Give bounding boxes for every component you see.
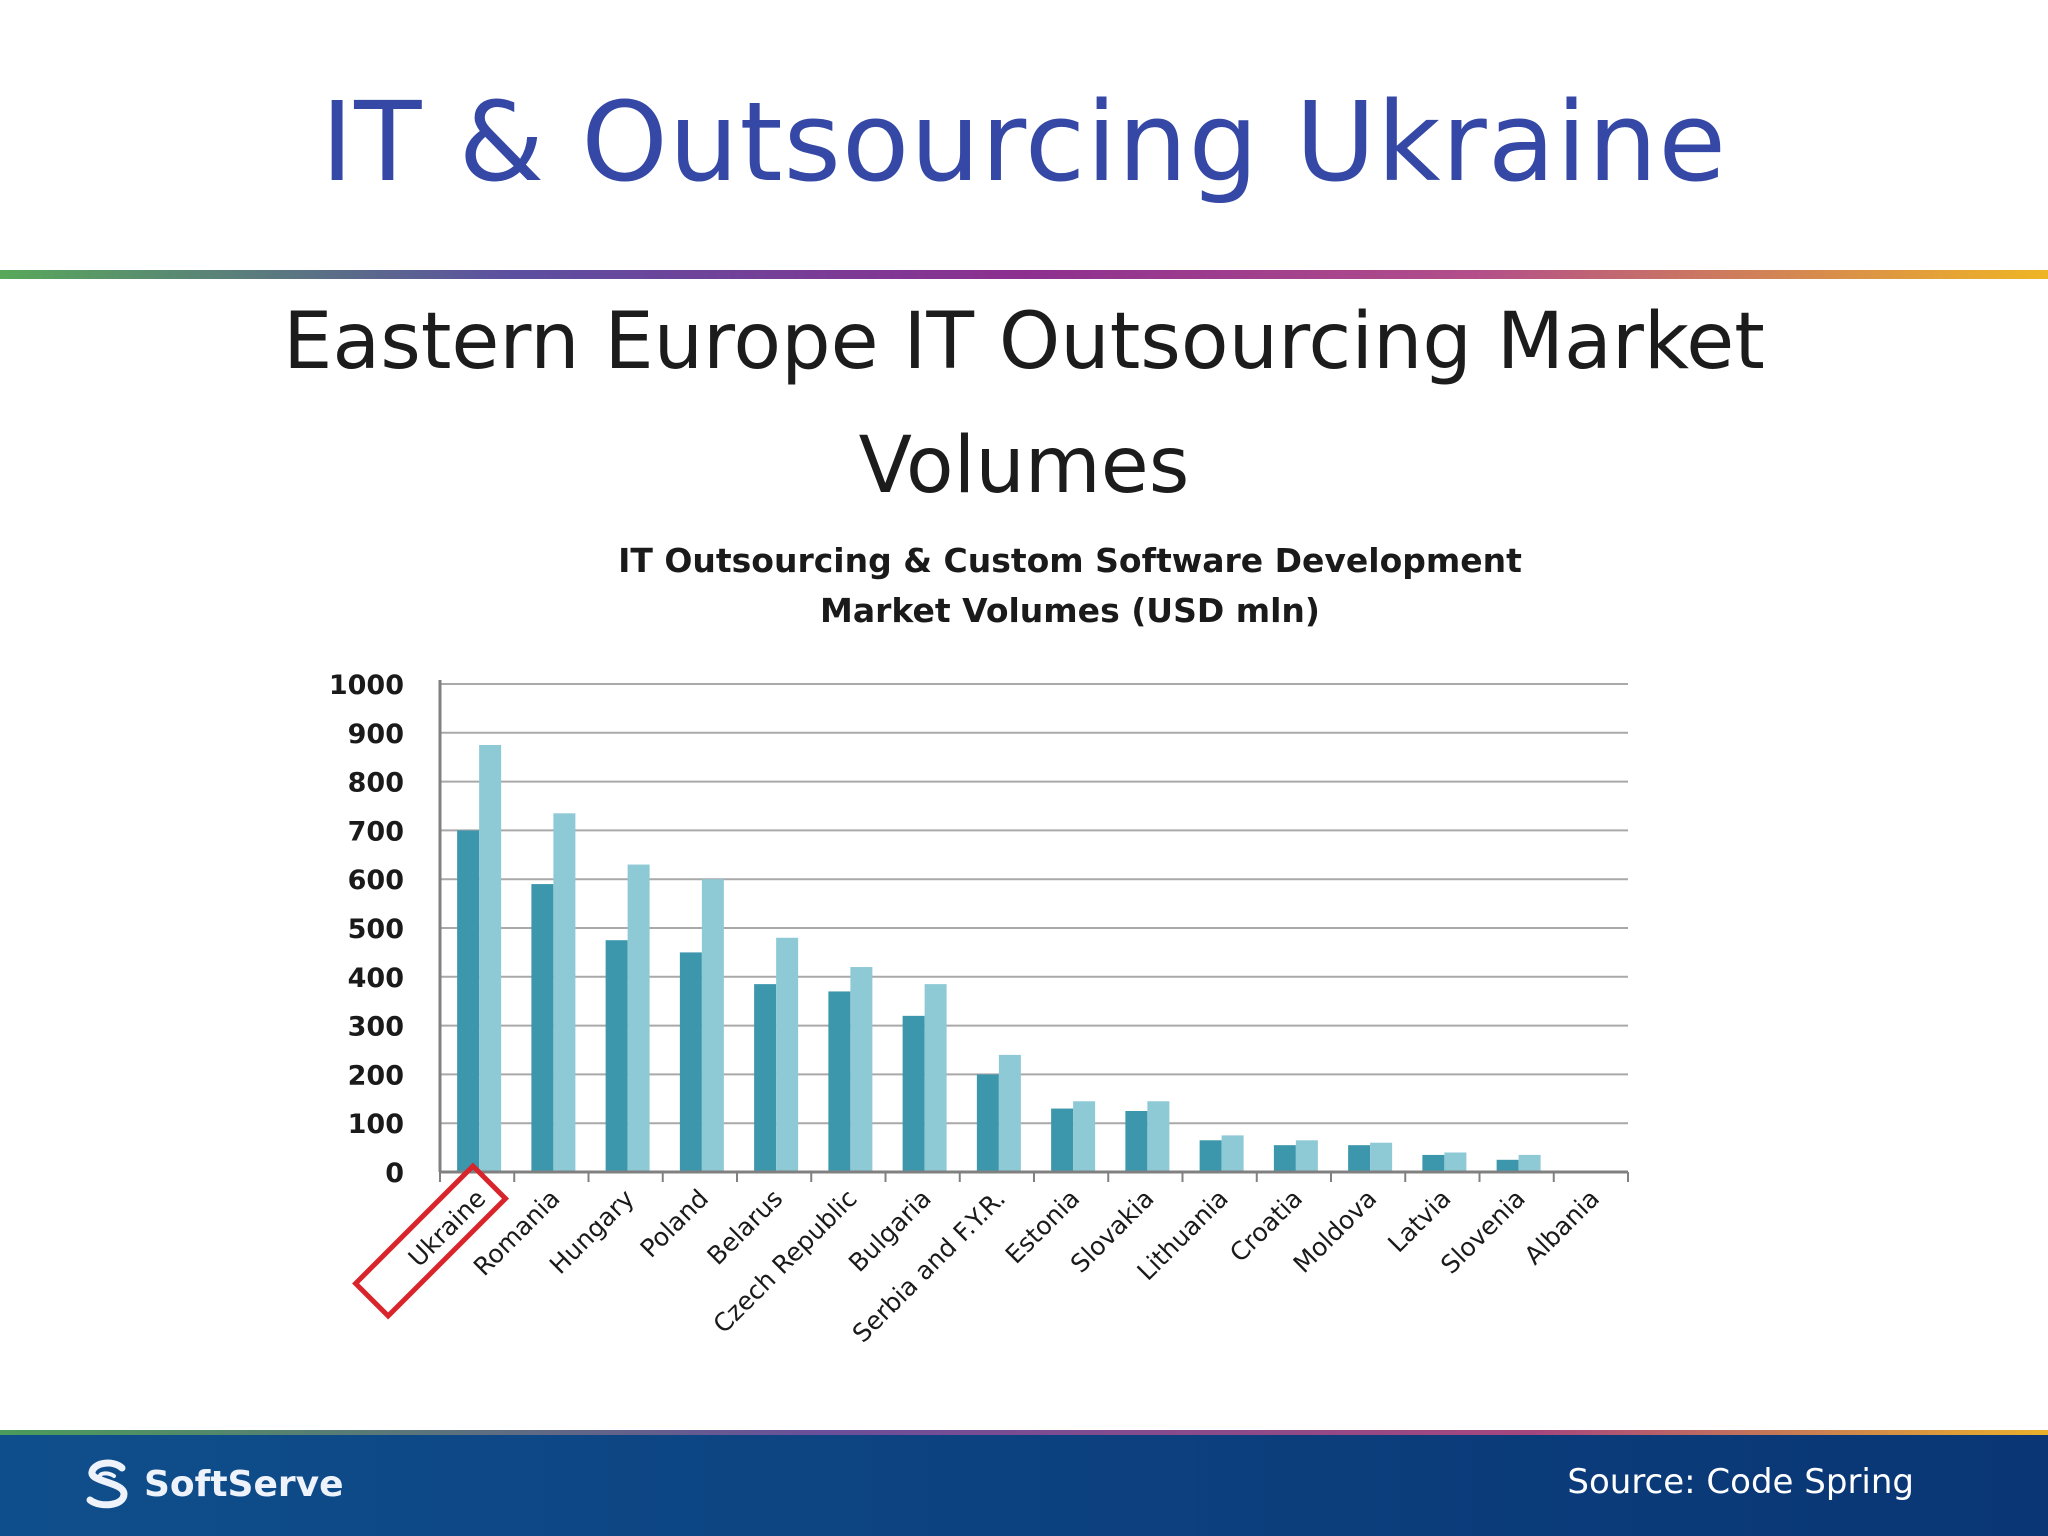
- bar-romania-series-2: [553, 813, 576, 1172]
- footer-bar: [0, 1430, 2048, 1536]
- bar-croatia-series-1: [1273, 1145, 1296, 1172]
- ukraine-highlight-box: [352, 1162, 510, 1320]
- bar-serbia-and-f-y-r--series-1: [976, 1074, 999, 1172]
- bar-estonia-series-1: [1051, 1108, 1074, 1172]
- bar-moldova-series-1: [1348, 1145, 1371, 1172]
- y-tick-label-400: 400: [348, 963, 404, 994]
- y-tick-label-100: 100: [348, 1109, 404, 1140]
- bar-bulgaria-series-2: [924, 984, 947, 1172]
- bar-estonia-series-2: [1073, 1101, 1096, 1172]
- title-divider: [0, 270, 2048, 279]
- chart-bars: [457, 745, 1615, 1172]
- bar-slovakia-series-2: [1147, 1101, 1170, 1172]
- slide-subtitle: Eastern Europe IT Outsourcing Market Vol…: [0, 280, 2048, 528]
- bar-czech-republic-series-1: [828, 991, 851, 1172]
- bar-bulgaria-series-1: [902, 1015, 925, 1172]
- source-note: Source: Code Spring: [1567, 1462, 1914, 1502]
- bar-slovenia-series-1: [1496, 1159, 1519, 1172]
- chart-axes: [438, 680, 1629, 1182]
- logo-text: SoftServe: [144, 1463, 344, 1505]
- bar-poland-series-2: [701, 879, 724, 1172]
- softserve-s-icon: [86, 1459, 128, 1509]
- bar-czech-republic-series-2: [850, 967, 873, 1172]
- bar-romania-series-1: [531, 884, 554, 1172]
- bar-slovenia-series-2: [1518, 1154, 1541, 1172]
- y-tick-label-700: 700: [348, 816, 404, 847]
- x-tick-label-albania: Albania: [1519, 1184, 1606, 1271]
- chart-title-line-2: Market Volumes (USD mln): [820, 591, 1320, 630]
- bar-lithuania-series-1: [1199, 1140, 1222, 1172]
- bar-poland-series-1: [679, 952, 702, 1172]
- y-tick-label-200: 200: [348, 1060, 404, 1091]
- y-tick-label-0: 0: [385, 1158, 404, 1189]
- footer-divider: [0, 1430, 2048, 1435]
- bar-latvia-series-2: [1444, 1152, 1467, 1172]
- slide-title: IT & Outsourcing Ukraine: [320, 78, 1728, 206]
- x-axis-tick-labels: UkraineRomaniaHungaryPolandBelarusCzech …: [352, 1162, 1606, 1348]
- bar-belarus-series-2: [776, 937, 799, 1172]
- y-tick-label-500: 500: [348, 914, 404, 945]
- bar-croatia-series-2: [1295, 1140, 1318, 1172]
- bar-ukraine-series-2: [479, 745, 502, 1172]
- y-tick-label-1000: 1000: [329, 670, 404, 701]
- slide-subtitle-line-1: Eastern Europe IT Outsourcing Market: [283, 297, 1765, 387]
- softserve-logo: SoftServe: [80, 1456, 344, 1512]
- y-tick-label-900: 900: [348, 719, 404, 750]
- bar-lithuania-series-2: [1221, 1135, 1244, 1172]
- y-tick-label-600: 600: [348, 865, 404, 896]
- bar-slovakia-series-1: [1125, 1111, 1148, 1172]
- market-volume-chart: IT Outsourcing & Custom Software Develop…: [329, 541, 1629, 1348]
- bar-hungary-series-1: [605, 940, 628, 1172]
- bar-hungary-series-2: [627, 864, 650, 1172]
- bar-latvia-series-1: [1422, 1154, 1445, 1172]
- bar-moldova-series-2: [1370, 1142, 1393, 1172]
- y-tick-label-800: 800: [348, 768, 404, 799]
- bar-belarus-series-1: [754, 984, 777, 1172]
- y-tick-label-300: 300: [348, 1012, 404, 1043]
- y-axis-tick-labels: 0 100 200 300 400 500 600 700 800 900 1000: [329, 670, 404, 1189]
- bar-ukraine-series-1: [457, 830, 480, 1172]
- slide-subtitle-line-2: Volumes: [858, 421, 1190, 511]
- bar-serbia-and-f-y-r--series-2: [998, 1054, 1021, 1172]
- chart-title-line-1: IT Outsourcing & Custom Software Develop…: [618, 541, 1522, 580]
- x-tick-label-latvia: Latvia: [1382, 1184, 1456, 1258]
